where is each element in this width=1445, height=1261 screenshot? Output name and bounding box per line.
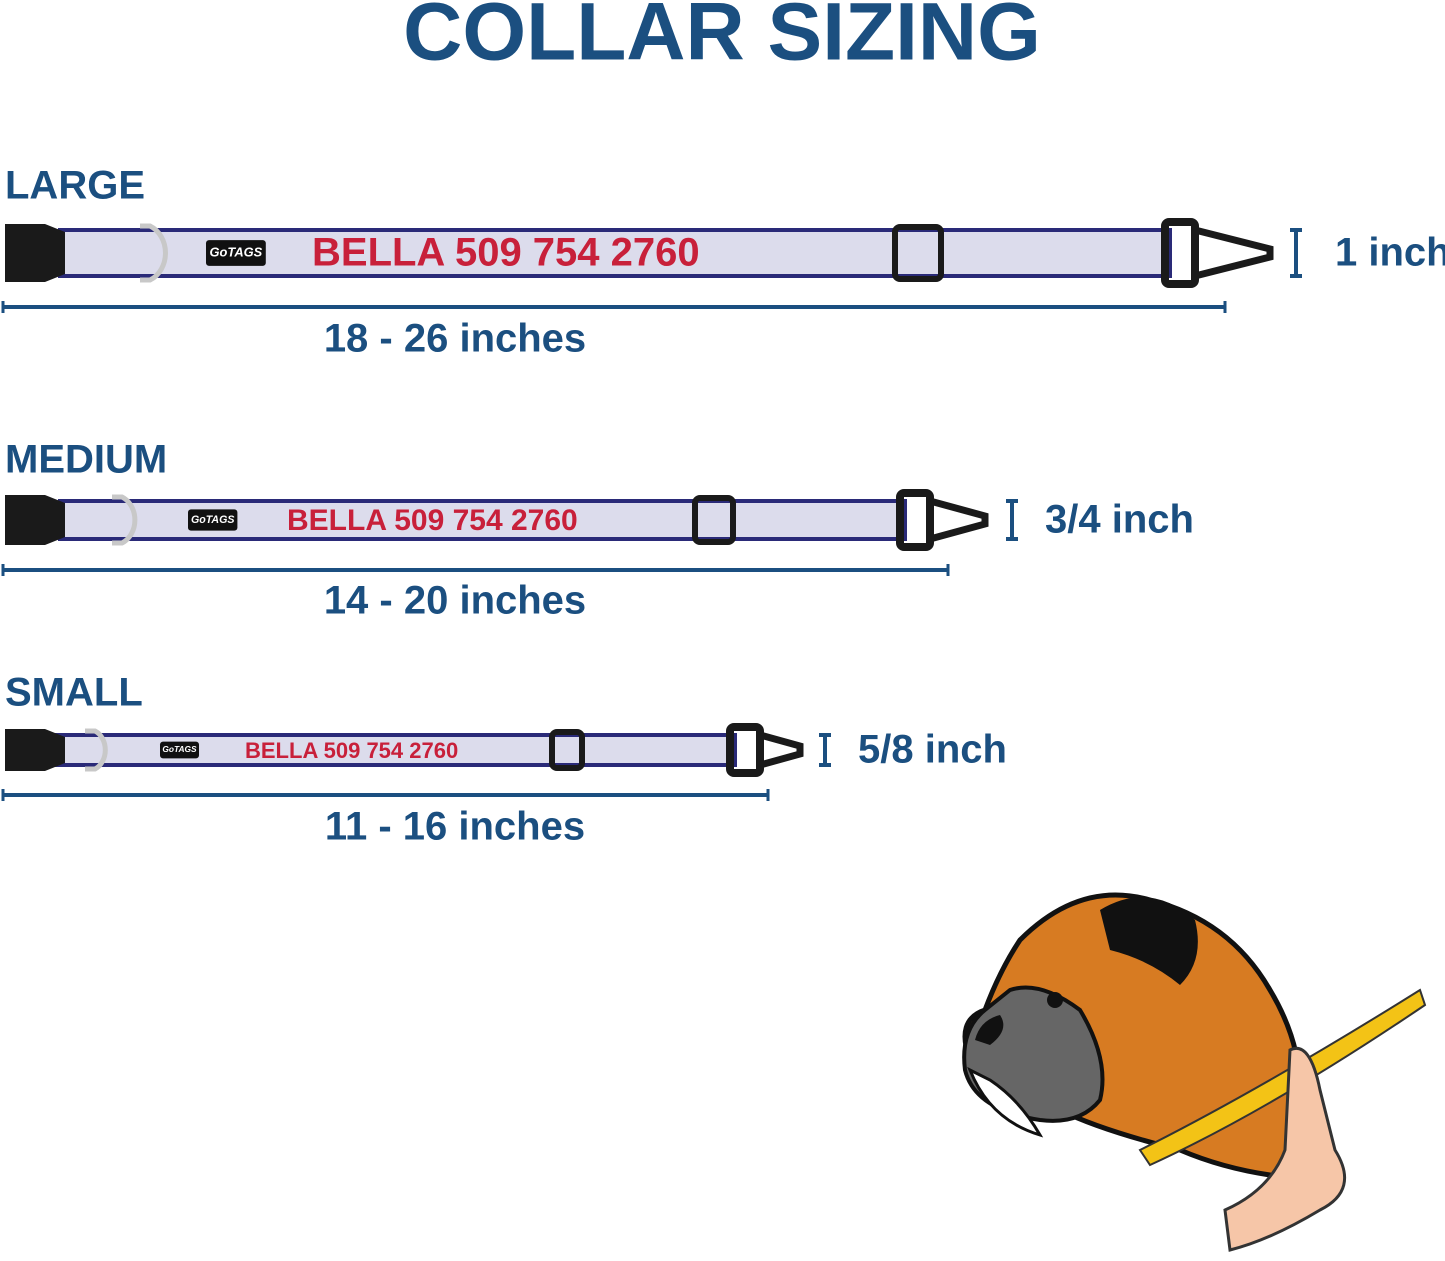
length-label: 14 - 20 inches [324,579,586,623]
d-ring [140,223,168,283]
width-label: 1 inch [1335,231,1445,275]
width-label: 5/8 inch [858,728,1007,772]
buckle-clip [759,731,804,769]
d-ring [112,494,138,546]
buckle-left [5,729,65,771]
collar-text: BELLA 509 754 2760 [287,504,578,537]
width-label: 3/4 inch [1045,498,1194,542]
buckle-right [896,489,934,551]
dog-illustration [962,892,1427,1252]
buckle-clip [929,497,989,543]
width-marker [1006,499,1018,541]
size-label: SMALL [5,671,143,715]
buckle-clip [1194,226,1274,280]
collars: LARGE GoTAGS BELLA 509 754 2760 18 - 26 inc… [1,164,1445,849]
logo-tag [206,240,266,266]
page-title: COLLAR SIZING [403,0,1041,78]
logo-tag [160,741,199,759]
size-label: MEDIUM [5,438,167,482]
buckle-left [5,495,65,545]
collar-text: BELLA 509 754 2760 [312,231,700,275]
d-ring [85,728,108,772]
logo-text: GoTAGS [162,744,197,754]
width-marker [1290,228,1302,278]
size-label: LARGE [5,164,145,208]
length-label: 11 - 16 inches [325,805,585,849]
logo-text: GoTAGS [191,514,234,526]
slider [549,729,585,771]
collar-strap [43,733,737,767]
slider [692,495,736,545]
length-label: 18 - 26 inches [324,317,586,361]
buckle-left [5,224,65,282]
logo-text: GoTAGS [210,244,263,259]
collar-text: BELLA 509 754 2760 [245,738,458,763]
width-marker [819,733,831,767]
slider [892,224,944,282]
buckle-right [1161,218,1199,288]
logo-tag [188,509,238,531]
buckle-right [726,723,764,777]
